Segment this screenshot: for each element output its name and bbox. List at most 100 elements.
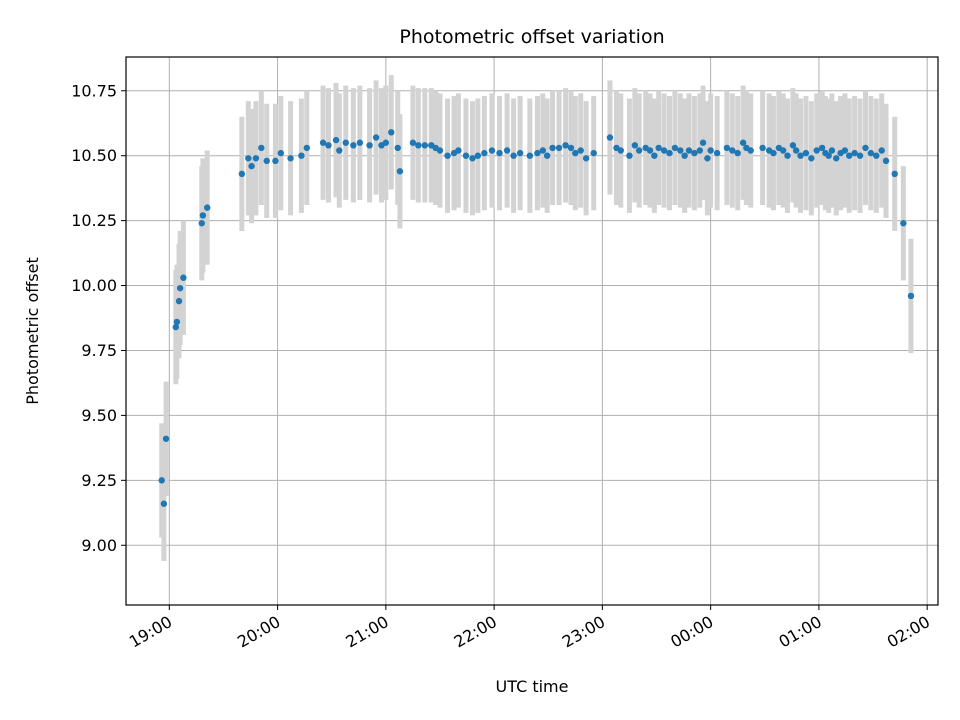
data-point — [248, 162, 255, 170]
data-point — [891, 170, 898, 178]
data-point — [173, 318, 181, 326]
data-point — [396, 168, 404, 175]
data-point — [474, 152, 482, 159]
data-point — [287, 155, 294, 162]
x-tick-label: 20:00 — [234, 612, 283, 652]
y-axis-label: Photometric offset — [23, 257, 42, 405]
x-tick-label: 00:00 — [667, 612, 716, 652]
data-point — [160, 500, 168, 507]
data-point — [655, 144, 662, 152]
data-point — [415, 142, 422, 149]
x-tick-label: 01:00 — [775, 612, 824, 652]
data-point — [856, 152, 864, 159]
data-point — [252, 155, 260, 162]
data-points — [158, 129, 915, 507]
data-point — [841, 147, 849, 154]
data-point — [526, 152, 534, 159]
x-tick-label: 19:00 — [126, 612, 175, 652]
data-point — [792, 147, 800, 154]
data-point — [677, 147, 684, 154]
data-point — [590, 149, 597, 157]
data-point — [713, 149, 721, 157]
data-point — [802, 149, 810, 157]
data-point — [455, 147, 462, 154]
data-point — [180, 274, 187, 281]
data-point — [263, 157, 270, 165]
data-point — [646, 147, 654, 154]
data-point — [199, 212, 207, 219]
y-tick-label: 10.00 — [71, 276, 117, 295]
data-point — [723, 144, 731, 152]
data-point — [813, 147, 820, 154]
x-axis-label: UTC time — [496, 677, 569, 696]
data-point — [818, 144, 826, 152]
data-point — [176, 284, 184, 292]
data-point — [496, 149, 503, 157]
data-point — [366, 142, 373, 149]
data-point — [784, 152, 791, 159]
data-point — [734, 149, 741, 157]
data-point — [444, 152, 451, 159]
data-point — [488, 147, 496, 154]
data-point — [739, 139, 747, 146]
data-point — [878, 147, 885, 154]
data-point — [691, 149, 698, 157]
data-point — [685, 147, 693, 154]
data-point — [172, 323, 180, 331]
data-point — [350, 142, 357, 149]
data-point — [549, 144, 556, 152]
data-point — [833, 155, 840, 162]
data-point — [770, 149, 777, 157]
data-point — [789, 142, 797, 149]
data-point — [162, 435, 170, 442]
x-tick-label: 22:00 — [451, 612, 500, 652]
data-point — [825, 152, 832, 159]
data-point — [873, 152, 880, 159]
data-point — [198, 220, 205, 227]
data-point — [671, 144, 679, 152]
data-point — [666, 149, 673, 157]
data-point — [617, 147, 624, 154]
data-point — [436, 147, 444, 154]
data-point — [808, 155, 815, 162]
data-point — [747, 147, 754, 154]
data-point — [394, 144, 401, 152]
data-point — [555, 144, 563, 152]
data-point — [325, 142, 332, 149]
data-point — [481, 149, 488, 157]
data-point — [277, 149, 285, 157]
data-point — [382, 139, 390, 146]
y-axis-ticks: 9.00 9.25 9.50 9.75 10.00 10.25 10.50 10.75 — [71, 81, 126, 555]
data-point — [900, 220, 907, 227]
data-point — [729, 147, 736, 154]
data-point — [258, 144, 265, 152]
data-point — [606, 134, 614, 141]
data-point — [238, 170, 246, 178]
data-point — [516, 149, 524, 157]
data-point — [462, 152, 470, 159]
data-point — [303, 144, 311, 152]
x-axis-ticks: 19:00 20:00 21:00 22:00 23:00 00:00 01:00 02:00 — [126, 605, 933, 652]
data-point — [534, 149, 541, 157]
data-point — [562, 142, 569, 149]
y-tick-label: 10.75 — [71, 81, 117, 100]
data-point — [245, 155, 252, 162]
data-point — [696, 147, 704, 154]
data-point — [158, 477, 165, 484]
y-tick-label: 9.50 — [81, 406, 117, 425]
data-point — [882, 157, 890, 165]
data-point — [851, 149, 858, 157]
data-point — [635, 147, 643, 154]
data-point — [539, 147, 547, 154]
data-point — [681, 152, 688, 159]
data-point — [828, 147, 836, 154]
data-point — [336, 147, 343, 154]
data-point — [631, 142, 639, 149]
data-point — [319, 139, 327, 146]
data-point — [779, 147, 787, 154]
data-point — [626, 152, 633, 159]
data-point — [342, 139, 349, 146]
data-point — [759, 144, 766, 152]
data-point — [846, 152, 853, 159]
